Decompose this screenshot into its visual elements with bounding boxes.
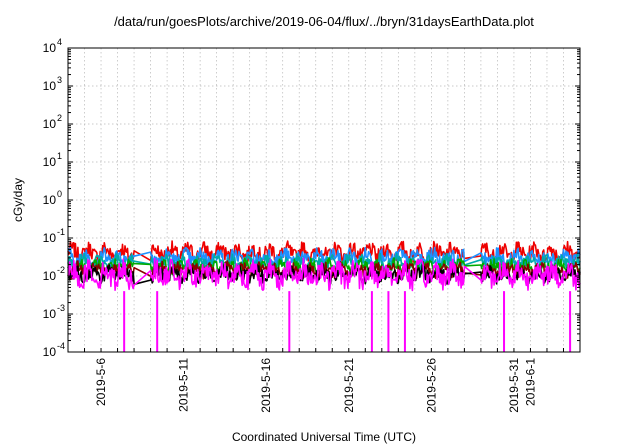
x-tick-label: 2019-5-6: [94, 358, 108, 406]
y-tick-exponent: -1: [57, 227, 65, 237]
x-axis-label: Coordinated Universal Time (UTC): [232, 430, 416, 444]
x-tick-label: 2019-6-1: [523, 358, 537, 406]
chart-title: /data/run/goesPlots/archive/2019-06-04/f…: [114, 14, 534, 29]
x-tick-label: 2019-5-16: [259, 358, 273, 413]
y-tick-exponent: 0: [57, 189, 62, 199]
y-tick-exponent: 3: [57, 75, 62, 85]
series-layer: [67, 240, 581, 352]
y-tick-exponent: -4: [57, 341, 65, 351]
x-tick-label: 2019-5-21: [342, 358, 356, 413]
y-tick-exponent: 2: [57, 113, 62, 123]
y-axis-label: cGy/day: [11, 178, 25, 222]
x-tick-label: 2019-5-11: [177, 358, 191, 412]
y-tick-label: 10: [43, 41, 57, 55]
x-tick-label: 2019-5-31: [507, 358, 521, 413]
plot-frame: [67, 47, 581, 353]
y-tick-label: 10: [43, 155, 57, 169]
grid: [67, 47, 581, 353]
y-tick-label: 10: [43, 117, 57, 131]
x-tick-label: 2019-5-26: [424, 358, 438, 413]
y-tick-label: 10: [43, 79, 57, 93]
y-tick-label: 10: [43, 193, 57, 207]
y-tick-exponent: 1: [57, 151, 62, 161]
y-tick-label: 10: [43, 307, 57, 321]
y-tick-exponent: -2: [57, 265, 65, 275]
y-tick-exponent: -3: [57, 303, 65, 313]
y-tick-label: 10: [43, 345, 57, 359]
series-line: [67, 257, 581, 292]
y-tick-exponent: 4: [57, 37, 62, 47]
y-tick-label: 10: [43, 269, 57, 283]
y-tick-label: 10: [43, 231, 57, 245]
